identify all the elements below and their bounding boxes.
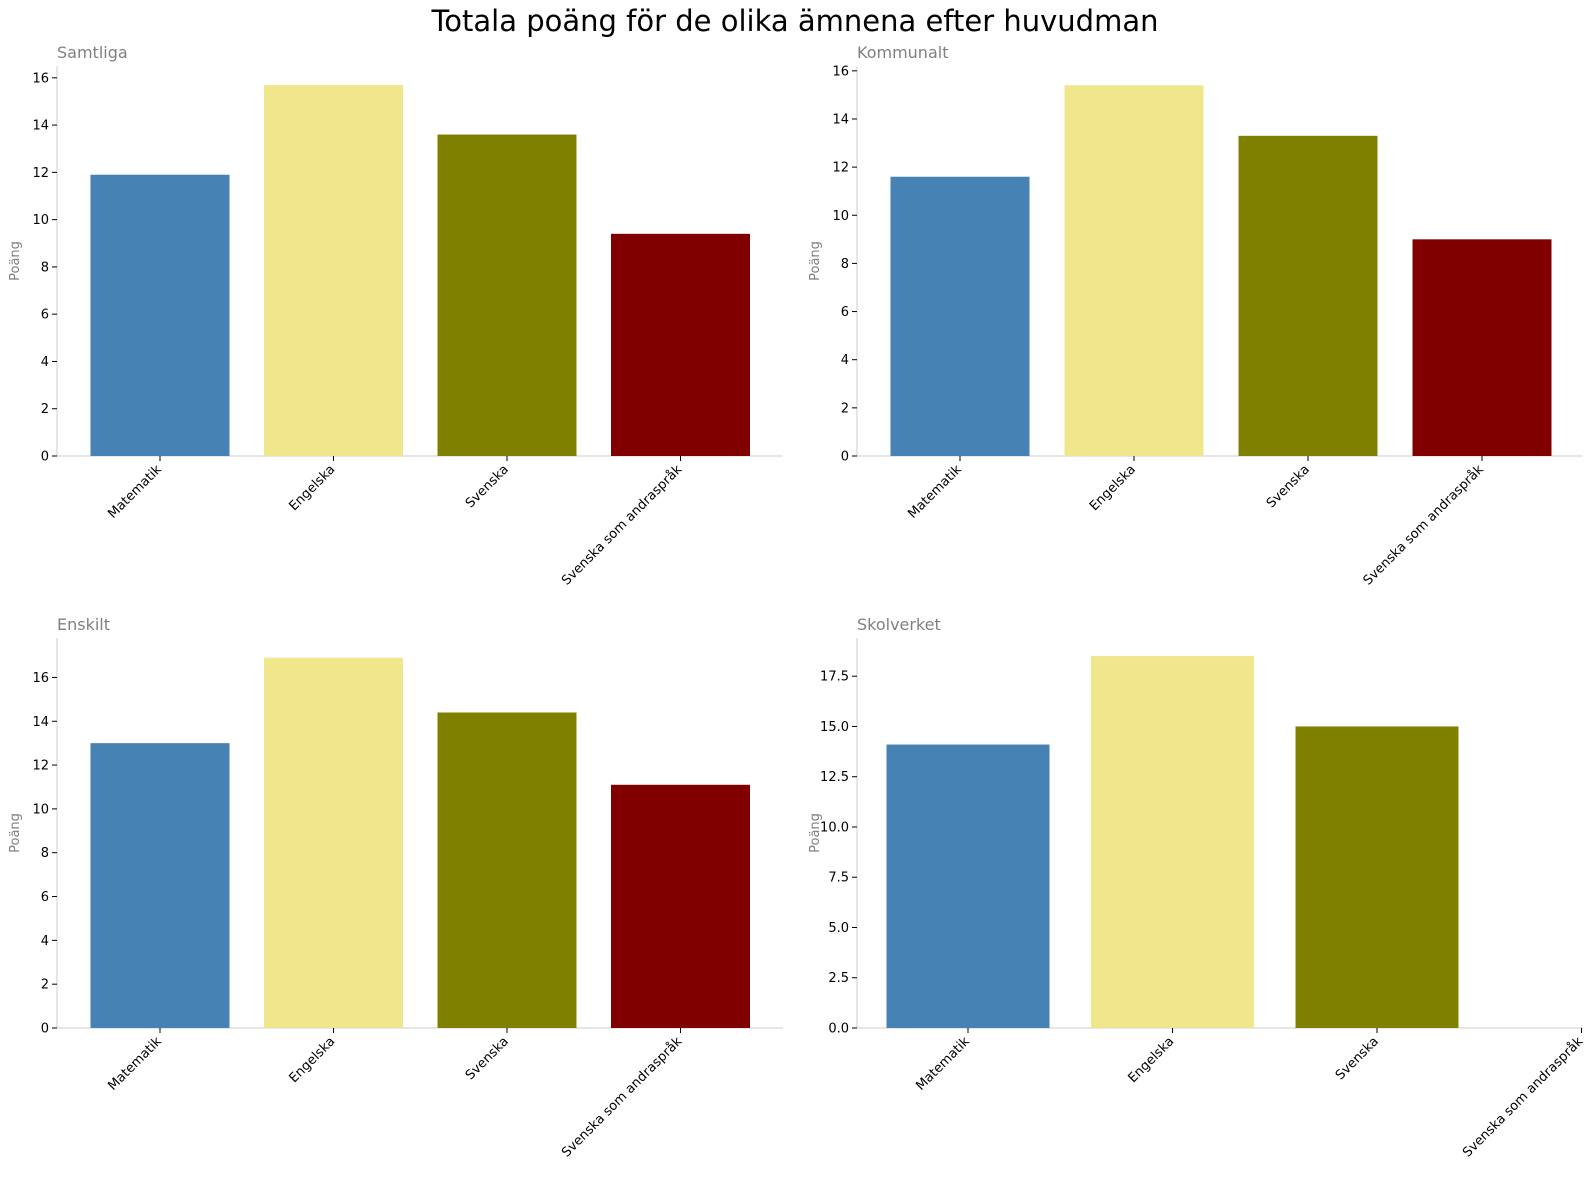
panel-2-ytick-label: 6 xyxy=(841,305,849,320)
panel-1-title: Samtliga xyxy=(57,43,128,62)
panel-2-ytick-label: 16 xyxy=(832,64,849,79)
panel-4-ytick-label: 5.0 xyxy=(828,921,849,936)
panel-2-xtick-label: Engelska xyxy=(1087,462,1139,514)
panel-2-xtick-label: Svenska xyxy=(1264,462,1313,511)
panel-1-ytick-label: 4 xyxy=(41,355,49,370)
panel-3-ytick-label: 14 xyxy=(32,715,49,730)
panel-4-xtick-label: Svenska som andraspråk xyxy=(1460,1034,1587,1161)
figure-title: Totala poäng för de olika ämnena efter h… xyxy=(431,4,1159,38)
panel-2-xtick-label: Svenska som andraspråk xyxy=(1361,462,1488,589)
panel-4-ylabel: Poäng xyxy=(808,813,823,853)
panel-4-xtick-label: Svenska xyxy=(1333,1034,1382,1083)
panel-1-bar-svenska xyxy=(437,134,577,456)
panel-2-ytick-label: 12 xyxy=(832,161,849,176)
panel-2-ytick-label: 10 xyxy=(832,209,849,224)
panel-4-bar-svenska xyxy=(1295,726,1459,1028)
panel-1-ytick-label: 14 xyxy=(32,119,49,134)
panel-4-bar-matematik xyxy=(886,744,1050,1028)
panel-1-ytick-label: 12 xyxy=(32,166,49,181)
panel-4-title: Skolverket xyxy=(857,615,941,634)
panel-3-ytick-label: 10 xyxy=(32,802,49,817)
panel-2-bar-svenska xyxy=(1238,135,1378,456)
panel-1-xtick-label: Svenska xyxy=(463,462,512,511)
panel-3-ytick-label: 2 xyxy=(41,978,49,993)
panel-3-bar-svenska xyxy=(437,712,577,1028)
panel-1-ytick-label: 16 xyxy=(32,71,49,86)
panel-2-bar-matematik xyxy=(890,176,1030,457)
panel-1-ytick-label: 6 xyxy=(41,308,49,323)
panel-4-ytick-label: 2.5 xyxy=(828,971,849,986)
panel-2-bar-svenska-som-andraspråk xyxy=(1412,239,1552,456)
panel-4-bar-engelska xyxy=(1091,656,1254,1028)
panel-1-bar-svenska-som-andraspråk xyxy=(611,233,750,456)
panel-1-ytick-label: 2 xyxy=(41,402,49,417)
panel-3-xtick-label: Engelska xyxy=(286,1034,338,1086)
panel-4-ytick-label: 15.0 xyxy=(820,720,849,735)
panel-1-xtick-label: Svenska som andraspråk xyxy=(559,462,686,589)
panel-1-ytick-label: 8 xyxy=(41,260,49,275)
panel-3-xtick-label: Svenska som andraspråk xyxy=(559,1034,686,1161)
panel-4-xtick-label: Engelska xyxy=(1125,1034,1177,1086)
panel-3-bar-engelska xyxy=(264,657,403,1028)
panel-4-ytick-label: 17.5 xyxy=(820,670,849,685)
panel-1-ylabel: Poäng xyxy=(8,241,23,281)
panel-4-ytick-label: 10.0 xyxy=(820,820,849,835)
panel-3-ytick-label: 6 xyxy=(41,890,49,905)
panel-2-ytick-label: 8 xyxy=(841,257,849,272)
panel-3-ytick-label: 12 xyxy=(32,759,49,774)
panel-3-ytick-label: 8 xyxy=(41,846,49,861)
panel-4-xtick-label: Matematik xyxy=(913,1034,973,1094)
panel-3-xtick-label: Matematik xyxy=(105,1034,165,1094)
panel-3-bar-svenska-som-andraspråk xyxy=(611,784,750,1028)
panel-2-ytick-label: 4 xyxy=(841,353,849,368)
panel-1-bar-matematik xyxy=(90,174,230,456)
panel-2-ytick-label: 14 xyxy=(832,112,849,127)
panel-3-bar-matematik xyxy=(90,743,230,1028)
panel-1-xtick-label: Matematik xyxy=(105,462,165,522)
panel-1-ytick-label: 0 xyxy=(41,450,49,465)
panel-2-bar-engelska xyxy=(1064,85,1204,456)
panel-4-ytick-label: 0.0 xyxy=(828,1022,849,1037)
panel-4-ytick-label: 12.5 xyxy=(820,770,849,785)
panel-4-ytick-label: 7.5 xyxy=(828,871,849,886)
panel-3-title: Enskilt xyxy=(57,615,110,634)
panel-1-ytick-label: 10 xyxy=(32,213,49,228)
panel-3-ytick-label: 0 xyxy=(41,1022,49,1037)
panel-2-xtick-label: Matematik xyxy=(905,462,965,522)
panel-1-bar-engelska xyxy=(264,84,403,456)
panel-2-ytick-label: 2 xyxy=(841,401,849,416)
panel-3-ytick-label: 16 xyxy=(32,671,49,686)
panel-2-title: Kommunalt xyxy=(857,43,948,62)
panel-3-ylabel: Poäng xyxy=(8,813,23,853)
panel-3-ytick-label: 4 xyxy=(41,934,49,949)
panel-1-xtick-label: Engelska xyxy=(286,462,338,514)
panel-2-ylabel: Poäng xyxy=(808,241,823,281)
panel-3-xtick-label: Svenska xyxy=(463,1034,512,1083)
panel-2-ytick-label: 0 xyxy=(841,450,849,465)
